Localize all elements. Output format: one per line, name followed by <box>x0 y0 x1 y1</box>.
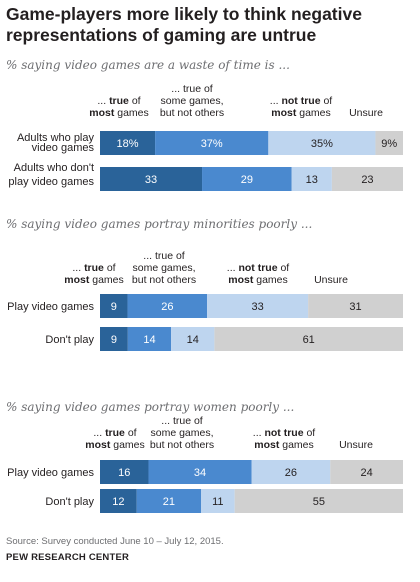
header-true-of-most-line1: ... true of <box>97 95 140 107</box>
chart-subtitle: % saying video games portray women poorl… <box>6 400 294 414</box>
row-label: Play video games <box>7 301 94 313</box>
row-label: Don't play <box>45 334 94 346</box>
row-label: video games <box>32 142 95 154</box>
chart-subtitle: % saying video games are a waste of time… <box>6 58 290 72</box>
header-true-of-most-line1: ... true of <box>72 262 115 274</box>
header-unsure: Unsure <box>314 274 348 286</box>
value-label: 16 <box>118 467 130 479</box>
value-label: 55 <box>313 496 325 508</box>
chart-subtitle: % saying video games portray minorities … <box>6 217 312 231</box>
bar-segment <box>234 489 403 513</box>
chart-title: Game-players more likely to think negati… <box>6 4 362 45</box>
header-not-true-line2: most games <box>228 274 288 286</box>
value-label: 9 <box>111 301 117 313</box>
header-some-line3: but not others <box>132 274 196 286</box>
header-true-of-most-line2: most games <box>85 439 145 451</box>
bar-segment <box>291 167 332 191</box>
value-label: 14 <box>187 334 199 346</box>
header-not-true-line1: ... not true of <box>270 95 333 107</box>
header-some-line2: some games, <box>132 262 195 274</box>
header-true-of-most-line2: most games <box>89 107 149 119</box>
value-label: 9% <box>381 138 397 150</box>
bar-segment <box>207 294 309 318</box>
bar-segment <box>136 489 201 513</box>
header-not-true-line2: most games <box>271 107 331 119</box>
bar-segment <box>268 131 376 155</box>
value-label: 34 <box>194 467 206 479</box>
value-label: 12 <box>112 496 124 508</box>
header-some-line3: but not others <box>160 107 224 119</box>
row-label: Adults who play <box>17 132 95 144</box>
bar-segment <box>201 489 235 513</box>
header-not-true-line2: most games <box>254 439 314 451</box>
bar-segment <box>100 489 137 513</box>
header-some-line3: but not others <box>150 439 214 451</box>
bar-segment <box>171 327 215 351</box>
header-true-of-most-line2: most games <box>64 274 124 286</box>
bar-segment <box>214 327 403 351</box>
value-label: 24 <box>361 467 373 479</box>
value-label: 61 <box>303 334 315 346</box>
bar-segment <box>127 294 208 318</box>
header-not-true-line1: ... not true of <box>253 427 316 439</box>
bar-segment <box>100 294 128 318</box>
value-label: 29 <box>241 174 253 186</box>
row-label: Don't play <box>45 496 94 508</box>
header-unsure: Unsure <box>339 439 373 451</box>
header-some-line2: some games, <box>150 427 213 439</box>
value-label: 23 <box>361 174 373 186</box>
value-label: 9 <box>111 334 117 346</box>
brand-label: PEW RESEARCH CENTER <box>6 552 129 563</box>
value-label: 35% <box>311 138 333 150</box>
bar-segment <box>100 131 156 155</box>
value-label: 33 <box>145 174 157 186</box>
value-label: 14 <box>143 334 155 346</box>
bar-segment <box>100 167 203 191</box>
header-unsure: Unsure <box>349 107 383 119</box>
header-some-line1: ... true of <box>143 250 185 262</box>
header-true-of-most-line1: ... true of <box>93 427 136 439</box>
bar-segment <box>331 167 403 191</box>
source-note: Source: Survey conducted June 10 – July … <box>6 536 224 547</box>
bar-segment <box>148 460 252 484</box>
bar-segment <box>375 131 403 155</box>
bar-segment <box>308 294 403 318</box>
value-label: 13 <box>306 174 318 186</box>
bar-segment <box>330 460 403 484</box>
bar-segment <box>100 327 128 351</box>
header-some-line2: some games, <box>160 95 223 107</box>
bar-segment <box>100 460 149 484</box>
value-label: 21 <box>163 496 175 508</box>
header-not-true-line1: ... not true of <box>227 262 290 274</box>
value-label: 18% <box>117 138 139 150</box>
bar-segment <box>251 460 331 484</box>
bar-segment <box>127 327 172 351</box>
header-some-line1: ... true of <box>161 415 203 427</box>
bar-segment <box>202 167 292 191</box>
value-label: 11 <box>212 496 223 508</box>
row-label: Play video games <box>7 467 94 479</box>
header-some-line1: ... true of <box>171 83 213 95</box>
value-label: 31 <box>349 301 361 313</box>
value-label: 33 <box>251 301 263 313</box>
row-label: Adults who don't <box>14 162 94 174</box>
value-label: 37% <box>201 138 223 150</box>
value-label: 26 <box>285 467 297 479</box>
value-label: 26 <box>161 301 173 313</box>
row-label: play video games <box>8 176 94 188</box>
bar-segment <box>155 131 269 155</box>
